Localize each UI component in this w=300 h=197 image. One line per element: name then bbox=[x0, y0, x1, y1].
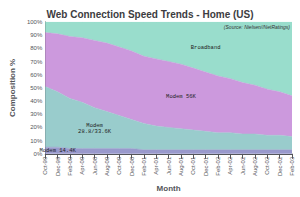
svg-text:Modem: Modem bbox=[86, 121, 103, 129]
svg-text:80%: 80% bbox=[30, 45, 43, 51]
svg-text:Dec-00: Dec-00 bbox=[129, 156, 135, 176]
svg-text:Composition %: Composition % bbox=[8, 59, 17, 117]
svg-text:40%: 40% bbox=[30, 98, 43, 104]
svg-text:Oct-02: Oct-02 bbox=[264, 156, 270, 175]
svg-text:60%: 60% bbox=[30, 72, 43, 78]
svg-text:Modem 56K: Modem 56K bbox=[166, 93, 196, 100]
svg-text:Apr-00: Apr-00 bbox=[79, 156, 85, 175]
svg-text:Oct-00: Oct-00 bbox=[116, 156, 122, 175]
svg-text:20%: 20% bbox=[30, 124, 43, 130]
svg-text:Dec-01: Dec-01 bbox=[203, 156, 209, 176]
svg-text:Month: Month bbox=[157, 184, 181, 193]
svg-text:Jun-01: Jun-01 bbox=[166, 156, 172, 175]
svg-text:Aug-00: Aug-00 bbox=[104, 156, 110, 176]
svg-text:Jun-02: Jun-02 bbox=[240, 156, 246, 175]
svg-text:Aug-01: Aug-01 bbox=[178, 156, 184, 176]
svg-text:Dec-02: Dec-02 bbox=[277, 156, 283, 176]
svg-text:50%: 50% bbox=[30, 85, 43, 91]
svg-text:Apr-02: Apr-02 bbox=[227, 156, 233, 175]
svg-text:0%: 0% bbox=[33, 150, 43, 157]
svg-text:Feb-01: Feb-01 bbox=[141, 156, 147, 176]
svg-text:90%: 90% bbox=[30, 32, 43, 38]
svg-text:Apr-01: Apr-01 bbox=[153, 156, 159, 175]
svg-text:Feb-00: Feb-00 bbox=[67, 156, 73, 176]
svg-text:Feb-03: Feb-03 bbox=[289, 156, 295, 176]
svg-text:Jun-00: Jun-00 bbox=[92, 156, 98, 175]
svg-text:Web Connection Speed Trends -: Web Connection Speed Trends - Home (US) bbox=[46, 9, 253, 20]
svg-text:28.8/33.6K: 28.8/33.6K bbox=[78, 128, 112, 135]
svg-text:10%: 10% bbox=[30, 138, 43, 144]
svg-text:Oct-99: Oct-99 bbox=[42, 156, 48, 175]
svg-text:Modem 14.4K: Modem 14.4K bbox=[39, 147, 76, 154]
svg-text:30%: 30% bbox=[30, 111, 43, 117]
svg-text:Feb-02: Feb-02 bbox=[215, 156, 221, 176]
svg-text:100%: 100% bbox=[27, 19, 43, 25]
svg-text:Broadband: Broadband bbox=[191, 44, 221, 51]
svg-text:70%: 70% bbox=[30, 59, 43, 65]
svg-text:Oct-01: Oct-01 bbox=[190, 156, 196, 175]
svg-text:Dec-99: Dec-99 bbox=[55, 156, 61, 176]
svg-text:Aug-02: Aug-02 bbox=[252, 156, 258, 176]
svg-text:(Source: Nielsen//NetRatings): (Source: Nielsen//NetRatings) bbox=[224, 24, 290, 30]
